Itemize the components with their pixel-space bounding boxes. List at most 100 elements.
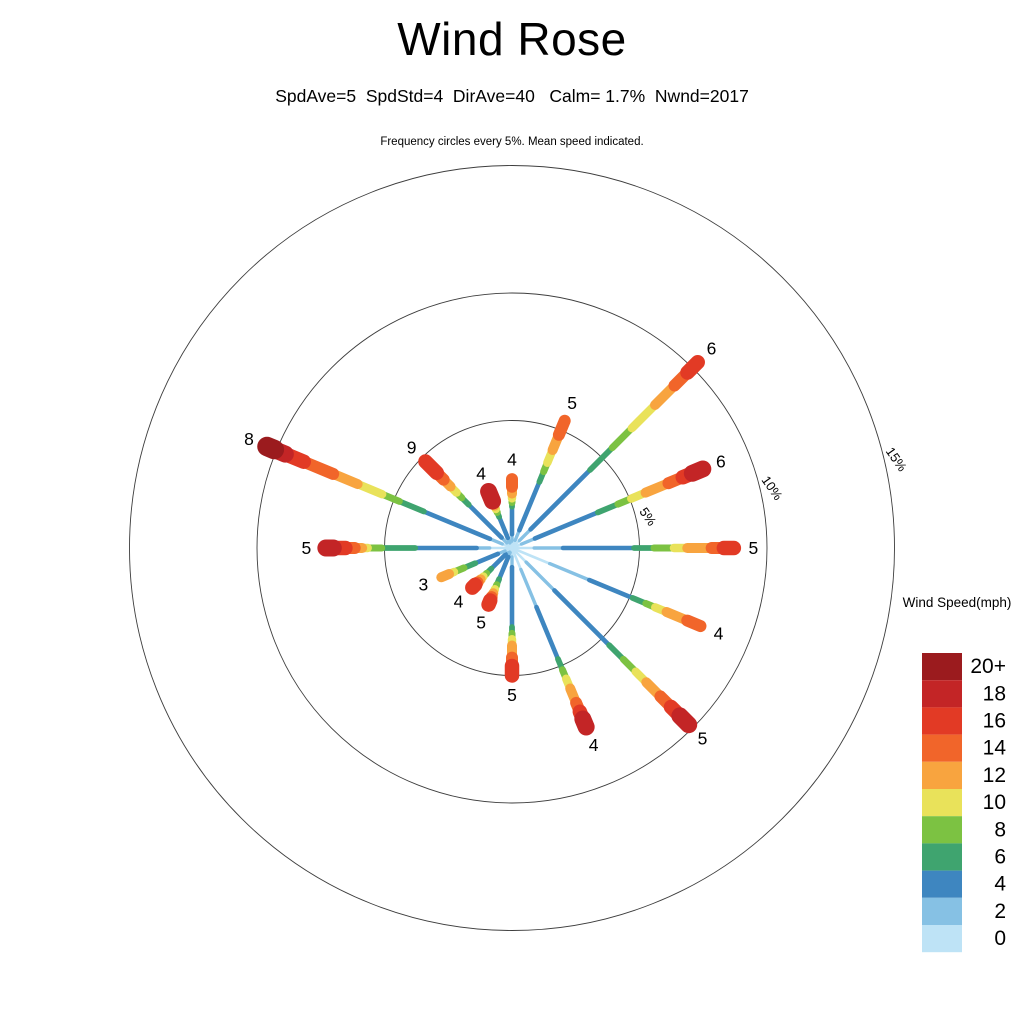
spoke-nne: 5 [510, 393, 577, 550]
speed-segment [472, 551, 501, 566]
speed-segment [528, 467, 593, 532]
ring-percent-label: 10% [759, 473, 786, 503]
spoke-mean-speed-label: 5 [698, 728, 708, 748]
spoke-mean-speed-label: 5 [476, 613, 486, 633]
speed-segment [681, 614, 707, 633]
legend-entry-label: 12 [983, 764, 1006, 787]
frequency-ring [129, 165, 895, 931]
legend-swatch [922, 897, 962, 925]
speed-segment [510, 546, 551, 565]
speed-segment [481, 593, 498, 612]
speed-segment [534, 604, 561, 662]
speed-segment [627, 400, 660, 433]
speed-segment [496, 554, 511, 582]
speed-segment [608, 424, 636, 452]
legend-swatch [922, 816, 962, 844]
spoke-mean-speed-label: 4 [714, 624, 724, 644]
ring-percent-label: 5% [636, 505, 659, 529]
spoke-mean-speed-label: 4 [589, 735, 599, 755]
legend-entry-label: 4 [994, 873, 1006, 896]
legend-entry-label: 20+ [970, 655, 1006, 678]
speed-segment [517, 479, 542, 533]
speed-segment [257, 436, 285, 460]
spoke-wnw: 8 [244, 429, 514, 550]
legend-swatch [922, 789, 962, 817]
speed-segment [524, 560, 557, 593]
legend-entry-label: 6 [994, 846, 1006, 869]
spoke-mean-speed-label: 3 [418, 575, 428, 595]
spoke-ssw: 5 [476, 546, 514, 633]
speed-segment [683, 460, 712, 482]
speed-segment [466, 502, 504, 540]
legend-title: Wind Speed(mph) [903, 595, 1012, 610]
speed-segment [532, 510, 601, 541]
speed-segment [480, 482, 502, 510]
speed-segment [547, 561, 591, 582]
speed-segment [421, 509, 493, 542]
speed-segment [574, 710, 595, 736]
speed-segment [465, 577, 483, 595]
spoke-mean-speed-label: 6 [716, 451, 726, 471]
legend-swatch [922, 653, 962, 681]
speed-segment [510, 546, 523, 571]
spoke-mean-speed-label: 6 [707, 338, 717, 358]
spoke-mean-speed-label: 4 [454, 591, 464, 611]
speed-segment [496, 514, 511, 541]
legend-swatch [922, 707, 962, 735]
spoke-mean-speed-label: 9 [407, 438, 417, 458]
speed-segment [489, 552, 508, 571]
speed-segment [396, 498, 427, 515]
speed-segment [552, 588, 612, 648]
spoke-nw: 9 [407, 438, 514, 550]
spoke-s: 5 [504, 546, 520, 705]
legend-swatch [922, 925, 962, 953]
spoke-mean-speed-label: 5 [507, 685, 517, 705]
spoke-wsw: 3 [418, 546, 514, 595]
spoke-se: 5 [510, 546, 708, 748]
spoke-sw: 4 [454, 546, 514, 611]
speed-segment [594, 501, 621, 516]
spoke-mean-speed-label: 8 [244, 429, 254, 449]
spoke-mean-speed-label: 4 [476, 463, 486, 483]
legend-entry-label: 14 [983, 737, 1007, 760]
speed-segment [436, 569, 455, 583]
legend-entry-label: 8 [994, 818, 1006, 841]
speed-segment [552, 414, 571, 441]
legend-entry-label: 0 [994, 927, 1006, 950]
speed-segment [519, 567, 539, 609]
legend-swatch [922, 870, 962, 898]
speed-segment [418, 454, 444, 480]
legend-entry-label: 2 [994, 900, 1006, 923]
speed-segment [519, 536, 537, 546]
speed-segment [587, 444, 616, 473]
chart-note: Frequency circles every 5%. Mean speed i… [380, 136, 644, 148]
speed-segment [680, 355, 705, 380]
spoke-e: 5 [510, 538, 758, 558]
legend-swatch [922, 680, 962, 708]
legend-swatch [922, 734, 962, 762]
legend-entry-label: 16 [983, 710, 1006, 733]
chart-subtitle: SpdAve=5 SpdStd=4 DirAve=40 Calm= 1.7% N… [275, 86, 749, 106]
speed-segment [586, 577, 635, 601]
spoke-ne: 6 [510, 338, 717, 550]
spoke-ese: 4 [510, 546, 724, 644]
spoke-nnw: 4 [476, 463, 514, 550]
speed-segment [517, 527, 533, 543]
chart-title: Wind Rose [397, 13, 627, 65]
legend-swatch [922, 761, 962, 789]
spoke-mean-speed-label: 5 [567, 393, 577, 413]
spoke-sse: 4 [510, 546, 599, 755]
legend-entry-label: 10 [983, 791, 1006, 814]
legend-swatch [922, 843, 962, 871]
spoke-mean-speed-label: 4 [507, 450, 517, 470]
spoke-mean-speed-label: 5 [301, 538, 311, 558]
spoke-ene: 6 [510, 451, 726, 550]
spoke-mean-speed-label: 5 [748, 538, 758, 558]
legend: Wind Speed(mph) 20+ 18 16 14 12 10 8 6 4 2 0 [903, 595, 1012, 953]
frequency-ring [256, 292, 768, 804]
spoke-n: 4 [506, 450, 518, 550]
legend-entry-label: 18 [983, 682, 1006, 705]
spoke-w: 5 [301, 538, 514, 558]
speed-segment [671, 707, 698, 734]
